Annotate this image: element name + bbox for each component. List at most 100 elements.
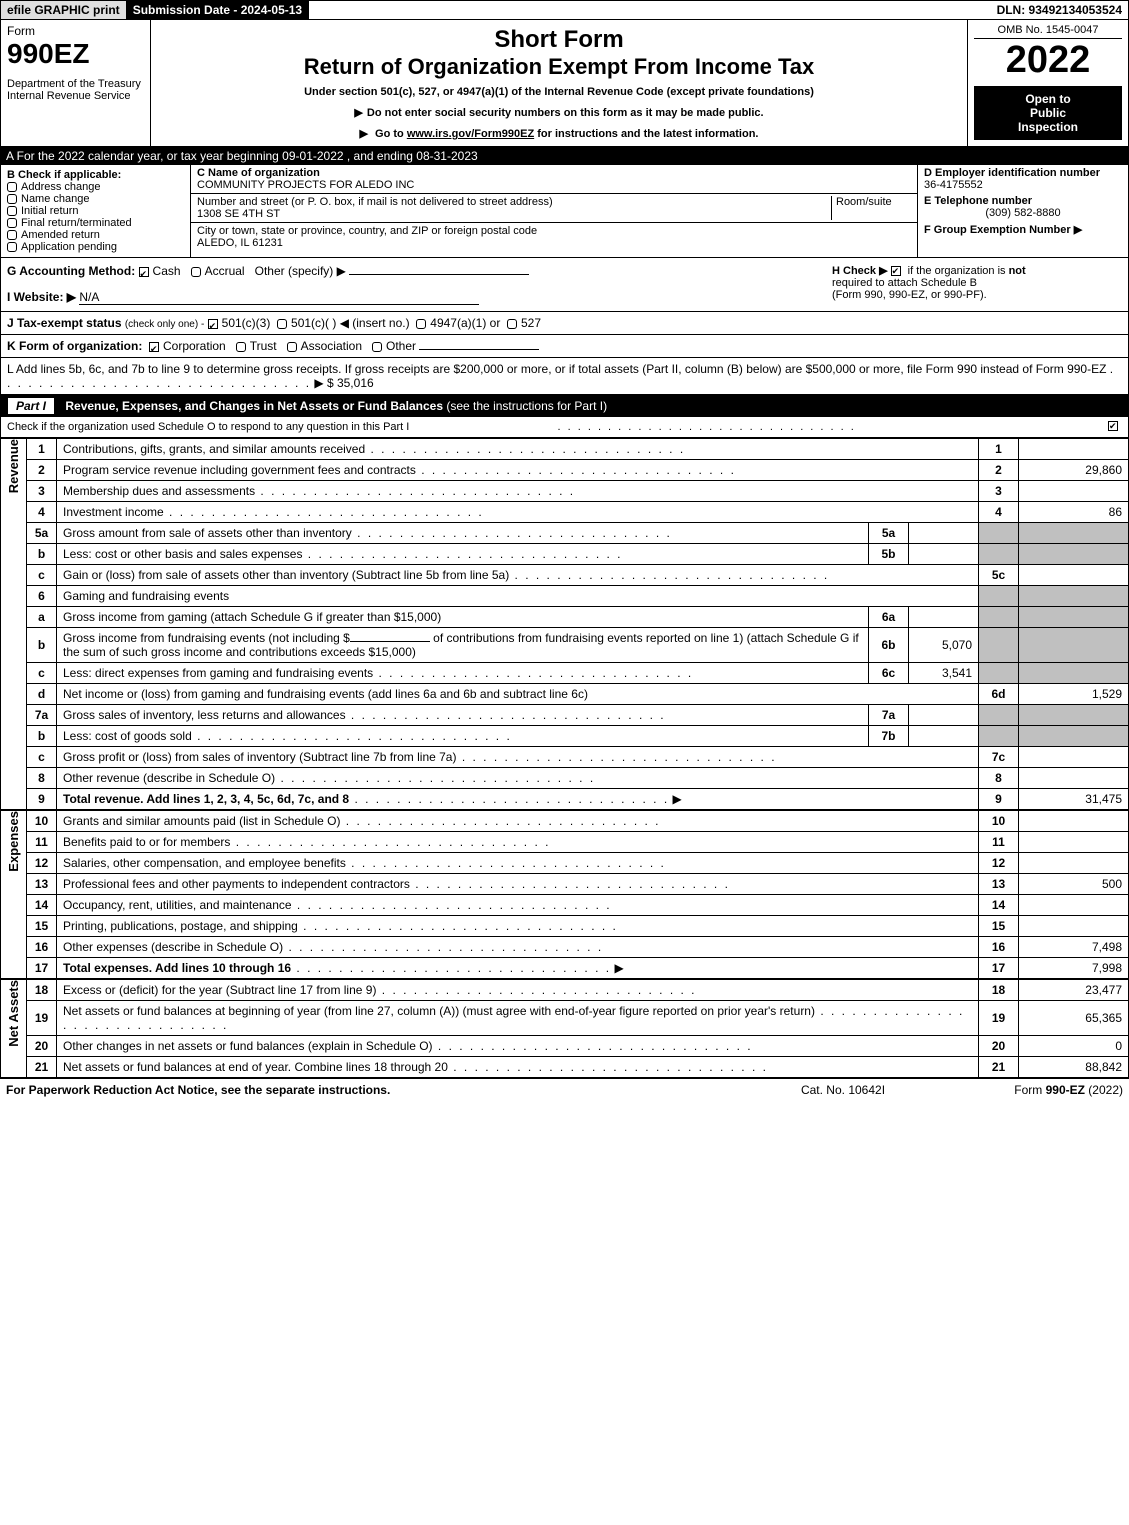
open-public-box: Open to Public Inspection	[974, 86, 1122, 140]
b-label: B Check if applicable:	[7, 169, 184, 181]
cb-association[interactable]	[287, 342, 297, 352]
tax-year: 2022	[974, 39, 1122, 82]
line-2: 2Program service revenue including gover…	[27, 460, 1129, 481]
i-label: I Website: ▶	[7, 290, 76, 304]
part1-header: Part I Revenue, Expenses, and Changes in…	[0, 395, 1129, 417]
section-a-taxyear: A For the 2022 calendar year, or tax yea…	[0, 147, 1129, 165]
other-specify-input[interactable]	[349, 274, 529, 275]
cb-cash[interactable]	[139, 267, 149, 277]
street-label: Number and street (or P. O. box, if mail…	[197, 196, 553, 208]
line-11: 11Benefits paid to or for members11	[27, 832, 1129, 853]
city-label: City or town, state or province, country…	[197, 225, 537, 237]
header-right: OMB No. 1545-0047 2022 Open to Public In…	[968, 20, 1128, 146]
tel-label: E Telephone number	[924, 195, 1122, 207]
cb-trust[interactable]	[236, 342, 246, 352]
revenue-table: 1Contributions, gifts, grants, and simil…	[26, 438, 1129, 810]
room-suite: Room/suite	[831, 196, 911, 220]
form-number: 990EZ	[7, 38, 144, 70]
line-19: 19Net assets or fund balances at beginni…	[27, 1001, 1129, 1036]
line-18: 18Excess or (deficit) for the year (Subt…	[27, 980, 1129, 1001]
other-org-input[interactable]	[419, 349, 539, 350]
line-5b: bLess: cost or other basis and sales exp…	[27, 544, 1129, 565]
cb-501c[interactable]	[277, 319, 287, 329]
cb-4947[interactable]	[416, 319, 426, 329]
header-center: Short Form Return of Organization Exempt…	[151, 20, 968, 146]
netassets-vertical-label: Net Assets	[0, 979, 26, 1078]
under-section: Under section 501(c), 527, or 4947(a)(1)…	[157, 86, 961, 98]
line-6: 6Gaming and fundraising events	[27, 586, 1129, 607]
part1-label: Part I	[8, 398, 54, 414]
cb-final-return[interactable]: Final return/terminated	[7, 217, 184, 229]
netassets-table: 18Excess or (deficit) for the year (Subt…	[26, 979, 1129, 1078]
h-check: H Check ▶ if the organization is not req…	[822, 264, 1122, 305]
k-label: K Form of organization:	[7, 339, 142, 353]
line-9: 9Total revenue. Add lines 1, 2, 3, 4, 5c…	[27, 789, 1129, 810]
part1-paren: (see the instructions for Part I)	[446, 399, 607, 413]
g-accounting: G Accounting Method: Cash Accrual Other …	[7, 264, 822, 305]
section-d: D Employer identification number 36-4175…	[918, 165, 1128, 257]
goto-pre: Go to	[375, 128, 407, 140]
line-15: 15Printing, publications, postage, and s…	[27, 916, 1129, 937]
h-label: H Check ▶	[832, 265, 888, 277]
line-8: 8Other revenue (describe in Schedule O)8	[27, 768, 1129, 789]
org-name: COMMUNITY PROJECTS FOR ALEDO INC	[197, 179, 414, 191]
cb-corporation[interactable]	[149, 342, 159, 352]
ein-label: D Employer identification number	[924, 167, 1122, 179]
ein: 36-4175552	[924, 179, 1122, 191]
short-form-title: Short Form	[157, 26, 961, 54]
city-box: City or town, state or province, country…	[191, 223, 917, 251]
cb-501c3[interactable]	[208, 319, 218, 329]
group-exemption: F Group Exemption Number	[924, 223, 1122, 236]
part1-sub: Check if the organization used Schedule …	[0, 417, 1129, 438]
goto-instructions: Go to www.irs.gov/Form990EZ for instruct…	[157, 127, 961, 140]
fundraising-contrib-input[interactable]	[350, 641, 430, 642]
city: ALEDO, IL 61231	[197, 237, 283, 249]
c-name-label: C Name of organization	[197, 167, 320, 179]
ssn-warning: Do not enter social security numbers on …	[157, 106, 961, 119]
cb-accrual[interactable]	[191, 267, 201, 277]
line-10: 10Grants and similar amounts paid (list …	[27, 811, 1129, 832]
cb-address-change[interactable]: Address change	[7, 181, 184, 193]
omb-number: OMB No. 1545-0047	[974, 24, 1122, 39]
dept-treasury: Department of the Treasury	[7, 78, 144, 90]
paperwork-notice: For Paperwork Reduction Act Notice, see …	[6, 1083, 743, 1097]
line-6c: cLess: direct expenses from gaming and f…	[27, 663, 1129, 684]
cb-527[interactable]	[507, 319, 517, 329]
line-14: 14Occupancy, rent, utilities, and mainte…	[27, 895, 1129, 916]
cb-name-change[interactable]: Name change	[7, 193, 184, 205]
expenses-table: 10Grants and similar amounts paid (list …	[26, 810, 1129, 979]
form-ref: Form 990-EZ (2022)	[943, 1083, 1123, 1097]
line-l: L Add lines 5b, 6c, and 7b to line 9 to …	[0, 358, 1129, 395]
expenses-vertical-label: Expenses	[0, 810, 26, 979]
open-line2: Public	[978, 106, 1118, 120]
submission-date: Submission Date - 2024-05-13	[127, 1, 309, 19]
line-20: 20Other changes in net assets or fund ba…	[27, 1036, 1129, 1057]
g-label: G Accounting Method:	[7, 264, 135, 278]
open-line3: Inspection	[978, 120, 1118, 134]
dln-number: DLN: 93492134053524	[991, 1, 1128, 19]
line-6a: aGross income from gaming (attach Schedu…	[27, 607, 1129, 628]
part1-title: Revenue, Expenses, and Changes in Net As…	[65, 399, 443, 413]
cb-other-org[interactable]	[372, 342, 382, 352]
line-5a: 5aGross amount from sale of assets other…	[27, 523, 1129, 544]
cb-amended-return[interactable]: Amended return	[7, 229, 184, 241]
line-12: 12Salaries, other compensation, and empl…	[27, 853, 1129, 874]
section-b: B Check if applicable: Address change Na…	[1, 165, 191, 257]
cb-initial-return[interactable]: Initial return	[7, 205, 184, 217]
cb-application-pending[interactable]: Application pending	[7, 241, 184, 253]
line-21: 21Net assets or fund balances at end of …	[27, 1057, 1129, 1078]
efile-label[interactable]: efile GRAPHIC print	[1, 1, 127, 19]
revenue-section: Revenue 1Contributions, gifts, grants, a…	[0, 438, 1129, 810]
line-7c: cGross profit or (loss) from sales of in…	[27, 747, 1129, 768]
cb-schedule-o[interactable]	[1108, 421, 1118, 431]
j-label: J Tax-exempt status	[7, 316, 125, 330]
irs-link[interactable]: www.irs.gov/Form990EZ	[407, 128, 534, 140]
org-name-box: C Name of organization COMMUNITY PROJECT…	[191, 165, 917, 194]
line-j: J Tax-exempt status (check only one) - 5…	[0, 312, 1129, 335]
cb-schedule-b[interactable]	[891, 266, 901, 276]
line-1: 1Contributions, gifts, grants, and simil…	[27, 439, 1129, 460]
l-text: L Add lines 5b, 6c, and 7b to line 9 to …	[7, 362, 1106, 376]
goto-post: for instructions and the latest informat…	[537, 128, 758, 140]
bcd-row: B Check if applicable: Address change Na…	[0, 165, 1129, 258]
line-7b: bLess: cost of goods sold7b	[27, 726, 1129, 747]
